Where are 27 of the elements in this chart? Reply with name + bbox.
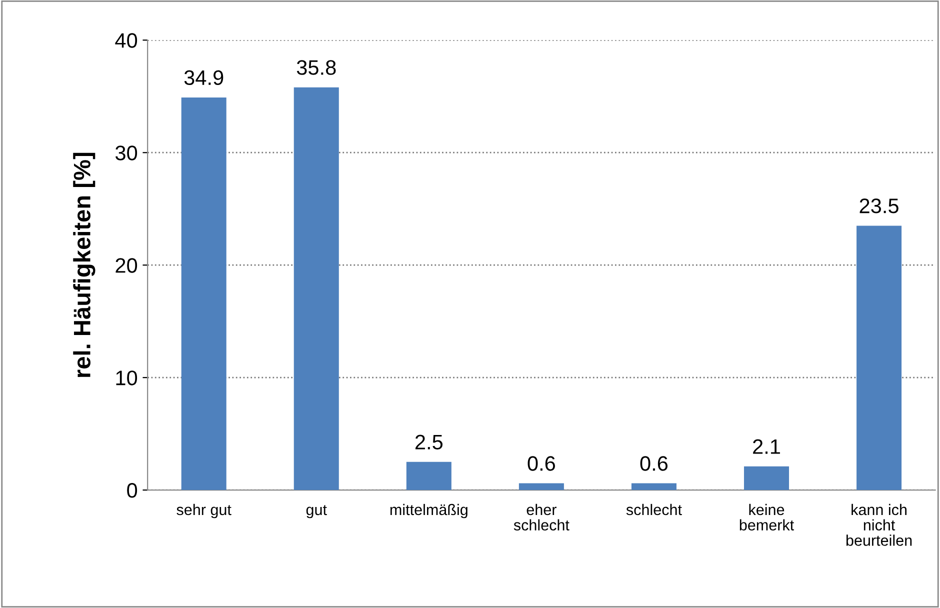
data-label: 0.6 [528, 456, 556, 471]
y-tick-label: 40 [115, 33, 138, 48]
bar [631, 483, 676, 490]
x-tick-label: gut [306, 505, 327, 518]
bar [856, 226, 902, 490]
x-tick-label: sehr gut [176, 504, 232, 518]
x-tick-label: keine bemerkt [740, 504, 794, 531]
x-tick-label: kann ich nicht beurteilen [846, 504, 912, 546]
y-tick-label: 10 [116, 370, 138, 386]
data-label: 2.5 [415, 434, 443, 450]
y-tick-label: 30 [115, 146, 138, 160]
y-tick-label: 20 [116, 258, 138, 273]
y-axis-title: rel. Häufigkeiten [%] [73, 152, 96, 378]
y-tick-label: 0 [127, 483, 138, 498]
bar [181, 97, 226, 490]
bar [406, 462, 452, 490]
data-label: 34.9 [184, 70, 224, 86]
data-label: 35.8 [296, 60, 336, 75]
bar [518, 483, 564, 490]
x-tick-label: eher schlecht [514, 504, 570, 531]
x-tick-label: schlecht [626, 504, 682, 516]
data-label: 23.5 [860, 198, 898, 214]
data-label: 0.6 [640, 456, 668, 471]
bar [294, 87, 339, 490]
x-tick-label: mittelmäßig [390, 504, 468, 518]
bar [744, 466, 790, 490]
data-label: 2.1 [753, 439, 780, 454]
